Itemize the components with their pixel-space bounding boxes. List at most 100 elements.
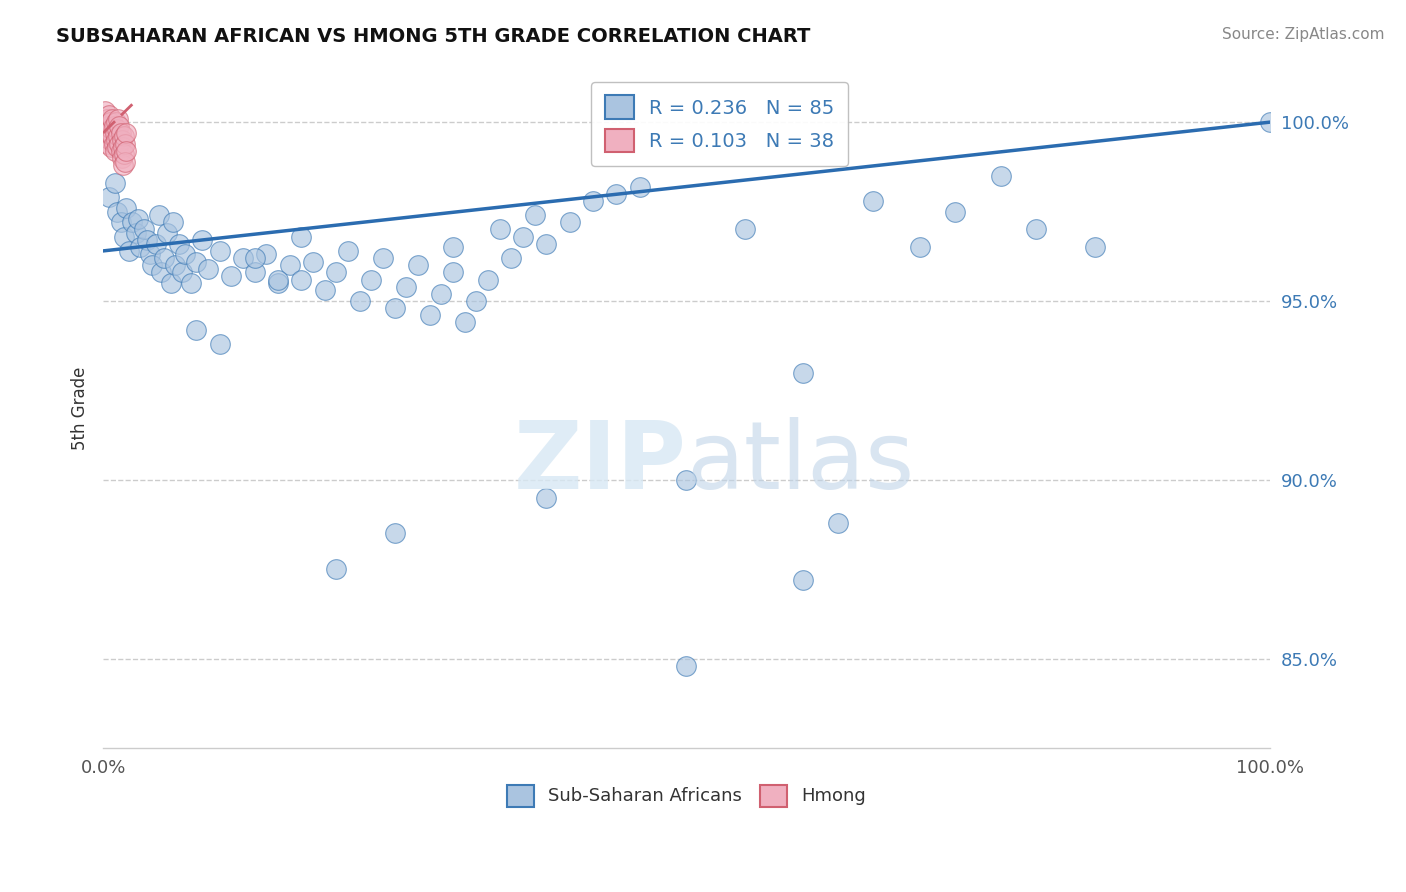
Point	[314, 283, 336, 297]
Point	[186, 254, 208, 268]
Point	[141, 258, 163, 272]
Point	[558, 215, 581, 229]
Point	[605, 186, 627, 201]
Point	[360, 272, 382, 286]
Point	[1258, 115, 1281, 129]
Point	[97, 126, 120, 140]
Point	[127, 211, 149, 226]
Point	[111, 140, 134, 154]
Point	[208, 244, 231, 258]
Point	[96, 129, 118, 144]
Point	[165, 258, 187, 272]
Point	[990, 169, 1012, 183]
Point	[112, 229, 135, 244]
Point	[325, 562, 347, 576]
Point	[101, 129, 124, 144]
Point	[582, 194, 605, 208]
Point	[349, 293, 371, 308]
Point	[98, 133, 121, 147]
Point	[167, 236, 190, 251]
Point	[208, 337, 231, 351]
Point	[104, 176, 127, 190]
Point	[150, 265, 173, 279]
Point	[100, 122, 122, 136]
Point	[325, 265, 347, 279]
Point	[180, 276, 202, 290]
Legend: Sub-Saharan Africans, Hmong: Sub-Saharan Africans, Hmong	[499, 777, 873, 814]
Point	[107, 129, 129, 144]
Point	[104, 115, 127, 129]
Point	[501, 251, 523, 265]
Point	[232, 251, 254, 265]
Point	[139, 247, 162, 261]
Point	[477, 272, 499, 286]
Point	[395, 279, 418, 293]
Point	[156, 226, 179, 240]
Point	[115, 144, 138, 158]
Text: ZIP: ZIP	[513, 417, 686, 508]
Point	[118, 244, 141, 258]
Point	[110, 215, 132, 229]
Point	[101, 112, 124, 126]
Point	[115, 201, 138, 215]
Point	[110, 144, 132, 158]
Point	[94, 122, 117, 136]
Point	[103, 119, 125, 133]
Point	[243, 251, 266, 265]
Point	[129, 240, 152, 254]
Point	[337, 244, 360, 258]
Text: Source: ZipAtlas.com: Source: ZipAtlas.com	[1222, 27, 1385, 42]
Point	[108, 136, 131, 151]
Point	[98, 115, 121, 129]
Point	[488, 222, 510, 236]
Y-axis label: 5th Grade: 5th Grade	[72, 367, 89, 450]
Point	[221, 268, 243, 283]
Point	[173, 247, 195, 261]
Point	[132, 222, 155, 236]
Point	[943, 204, 966, 219]
Text: SUBSAHARAN AFRICAN VS HMONG 5TH GRADE CORRELATION CHART: SUBSAHARAN AFRICAN VS HMONG 5TH GRADE CO…	[56, 27, 811, 45]
Point	[97, 136, 120, 151]
Point	[114, 136, 136, 151]
Point	[536, 491, 558, 505]
Point	[145, 236, 167, 251]
Point	[267, 276, 290, 290]
Point	[115, 126, 138, 140]
Point	[792, 573, 814, 587]
Point	[465, 293, 488, 308]
Point	[256, 247, 278, 261]
Point	[441, 265, 464, 279]
Point	[267, 272, 290, 286]
Point	[454, 315, 477, 329]
Point	[384, 301, 406, 315]
Point	[675, 658, 697, 673]
Point	[104, 126, 127, 140]
Point	[792, 366, 814, 380]
Point	[121, 215, 143, 229]
Point	[136, 233, 159, 247]
Point	[107, 112, 129, 126]
Point	[112, 147, 135, 161]
Point	[523, 208, 546, 222]
Point	[103, 136, 125, 151]
Point	[290, 272, 312, 286]
Point	[675, 473, 697, 487]
Point	[862, 194, 884, 208]
Point	[94, 104, 117, 119]
Point	[104, 144, 127, 158]
Point	[108, 119, 131, 133]
Point	[111, 151, 134, 165]
Point	[384, 526, 406, 541]
Point	[97, 190, 120, 204]
Point	[1084, 240, 1107, 254]
Point	[302, 254, 325, 268]
Point	[406, 258, 429, 272]
Point	[734, 222, 756, 236]
Text: atlas: atlas	[686, 417, 915, 508]
Point	[96, 112, 118, 126]
Point	[105, 122, 128, 136]
Point	[159, 276, 181, 290]
Point	[1025, 222, 1047, 236]
Point	[110, 126, 132, 140]
Point	[100, 140, 122, 154]
